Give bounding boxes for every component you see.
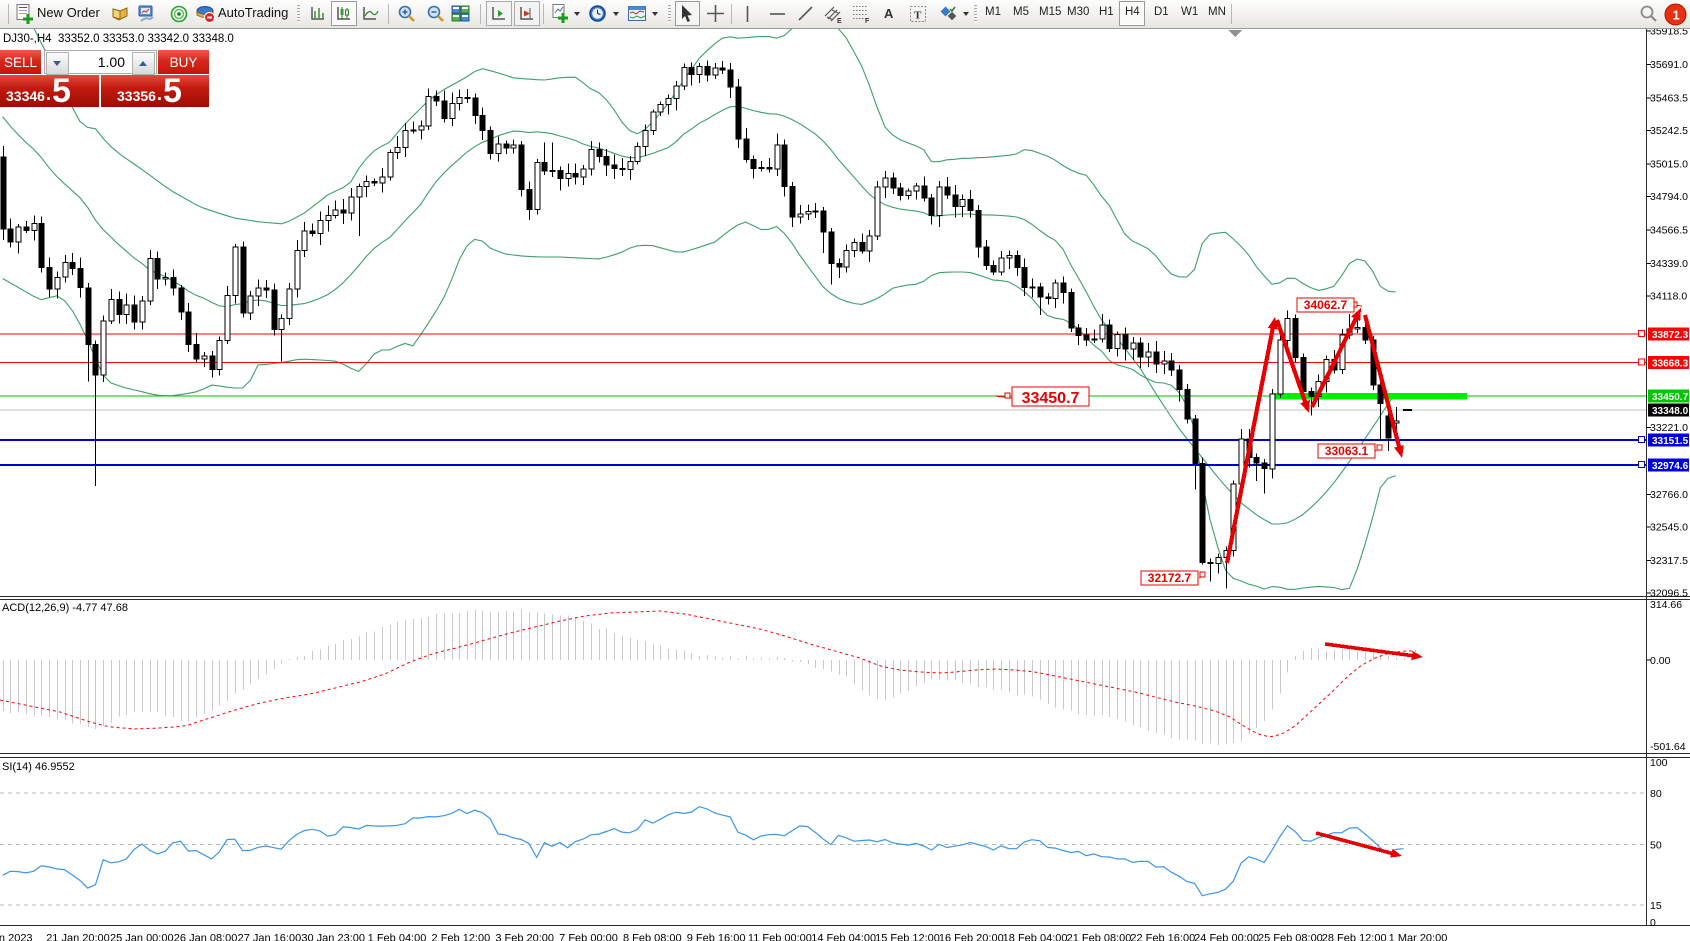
svg-text:21 Jan 20:00: 21 Jan 20:00 bbox=[46, 933, 110, 941]
svg-text:22 Feb 16:00: 22 Feb 16:00 bbox=[1130, 933, 1195, 941]
svg-text:1 Feb 04:00: 1 Feb 04:00 bbox=[368, 933, 427, 941]
svg-text:314.66: 314.66 bbox=[1650, 599, 1682, 611]
svg-text:35691.0: 35691.0 bbox=[1650, 59, 1688, 71]
svg-text:18 Feb 04:00: 18 Feb 04:00 bbox=[1003, 933, 1068, 941]
svg-text:16 Feb 20:00: 16 Feb 20:00 bbox=[939, 933, 1004, 941]
svg-text:25 Jan 00:00: 25 Jan 00:00 bbox=[110, 933, 174, 941]
svg-text:34062.7: 34062.7 bbox=[1304, 298, 1348, 312]
svg-text:15: 15 bbox=[1650, 900, 1662, 912]
svg-text:32317.5: 32317.5 bbox=[1650, 555, 1688, 567]
svg-text:100: 100 bbox=[1650, 757, 1668, 769]
svg-text:15 Feb 12:00: 15 Feb 12:00 bbox=[875, 933, 940, 941]
svg-text:80: 80 bbox=[1650, 788, 1662, 800]
svg-text:18 Jan 2023: 18 Jan 2023 bbox=[0, 933, 33, 941]
svg-text:35242.5: 35242.5 bbox=[1650, 125, 1688, 137]
svg-text:24 Feb 00:00: 24 Feb 00:00 bbox=[1194, 933, 1259, 941]
svg-text:33872.3: 33872.3 bbox=[1652, 330, 1689, 341]
svg-text:8 Feb 08:00: 8 Feb 08:00 bbox=[623, 933, 682, 941]
svg-text:33151.5: 33151.5 bbox=[1652, 436, 1689, 447]
svg-text:7 Feb 00:00: 7 Feb 00:00 bbox=[559, 933, 618, 941]
svg-text:33063.1: 33063.1 bbox=[1325, 444, 1369, 458]
svg-text:32172.7: 32172.7 bbox=[1148, 571, 1192, 585]
svg-text:50: 50 bbox=[1650, 840, 1662, 852]
svg-text:33221.0: 33221.0 bbox=[1650, 422, 1688, 434]
svg-text:33450.7: 33450.7 bbox=[1652, 392, 1689, 403]
svg-text:33668.3: 33668.3 bbox=[1652, 358, 1689, 369]
svg-text:34118.0: 34118.0 bbox=[1650, 290, 1687, 302]
svg-text:32766.0: 32766.0 bbox=[1650, 489, 1688, 501]
svg-text:E: E bbox=[837, 18, 842, 24]
svg-text:34794.0: 34794.0 bbox=[1650, 191, 1688, 203]
svg-text:11 Feb 00:00: 11 Feb 00:00 bbox=[748, 933, 812, 941]
svg-text:9 Feb 16:00: 9 Feb 16:00 bbox=[687, 933, 746, 941]
svg-text:1: 1 bbox=[1673, 8, 1680, 23]
svg-text:35015.0: 35015.0 bbox=[1650, 158, 1688, 170]
svg-text:35463.5: 35463.5 bbox=[1650, 92, 1688, 104]
svg-text:34339.0: 34339.0 bbox=[1650, 258, 1688, 270]
svg-text:28 Feb 12:00: 28 Feb 12:00 bbox=[1322, 933, 1387, 941]
svg-text:1 Mar 20:00: 1 Mar 20:00 bbox=[1389, 933, 1448, 941]
svg-text:32545.0: 32545.0 bbox=[1650, 522, 1688, 534]
svg-text:25 Feb 08:00: 25 Feb 08:00 bbox=[1258, 933, 1323, 941]
svg-text:32096.5: 32096.5 bbox=[1650, 588, 1688, 600]
svg-text:14 Feb 04:00: 14 Feb 04:00 bbox=[811, 933, 876, 941]
svg-text:34566.5: 34566.5 bbox=[1650, 224, 1688, 236]
svg-text:SI(14) 46.9552: SI(14) 46.9552 bbox=[2, 761, 75, 773]
svg-text:0.00: 0.00 bbox=[1650, 655, 1671, 667]
svg-text:T: T bbox=[914, 10, 922, 22]
svg-text:-501.64: -501.64 bbox=[1650, 741, 1686, 753]
svg-text:30 Jan 23:00: 30 Jan 23:00 bbox=[301, 933, 365, 941]
svg-text:21 Feb 08:00: 21 Feb 08:00 bbox=[1067, 933, 1132, 941]
svg-text:ACD(12,26,9) -4.77 47.68: ACD(12,26,9) -4.77 47.68 bbox=[2, 602, 128, 614]
svg-text:27 Jan 16:00: 27 Jan 16:00 bbox=[238, 933, 302, 941]
svg-text:26 Jan 08:00: 26 Jan 08:00 bbox=[174, 933, 238, 941]
svg-text:33348.0: 33348.0 bbox=[1652, 406, 1689, 417]
svg-text:33450.7: 33450.7 bbox=[1022, 390, 1080, 407]
svg-text:32974.6: 32974.6 bbox=[1652, 461, 1689, 472]
svg-text:0: 0 bbox=[1650, 917, 1656, 929]
svg-text:3 Feb 20:00: 3 Feb 20:00 bbox=[495, 933, 554, 941]
svg-text:F: F bbox=[865, 18, 870, 24]
svg-text:2 Feb 12:00: 2 Feb 12:00 bbox=[432, 933, 491, 941]
